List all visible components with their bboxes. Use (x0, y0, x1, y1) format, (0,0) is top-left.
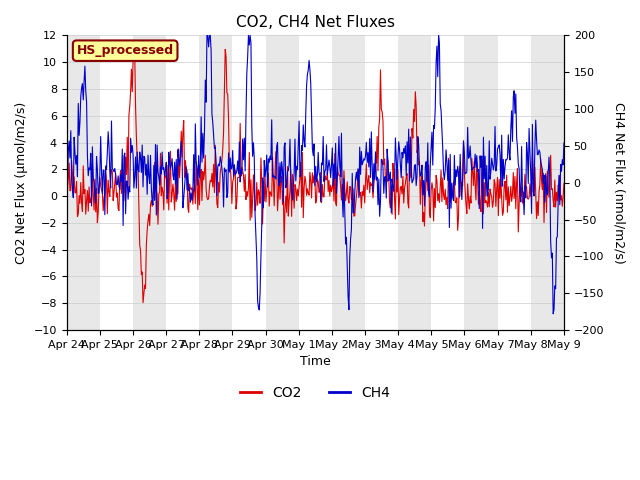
Bar (133, 36, 166, 330)
Bar (199, 36, 232, 330)
Bar (465, 36, 498, 330)
Legend: CO2, CH4: CO2, CH4 (235, 381, 396, 406)
X-axis label: Time: Time (300, 355, 331, 368)
Bar (266, 36, 299, 330)
Title: CO2, CH4 Net Fluxes: CO2, CH4 Net Fluxes (236, 15, 395, 30)
Bar (332, 36, 365, 330)
Text: HS_processed: HS_processed (77, 44, 173, 57)
Bar (531, 36, 564, 330)
Bar (67, 36, 100, 330)
Y-axis label: CO2 Net Flux (μmol/m2/s): CO2 Net Flux (μmol/m2/s) (15, 102, 28, 264)
Bar (398, 36, 431, 330)
Y-axis label: CH4 Net Flux (nmol/m2/s): CH4 Net Flux (nmol/m2/s) (612, 102, 625, 264)
